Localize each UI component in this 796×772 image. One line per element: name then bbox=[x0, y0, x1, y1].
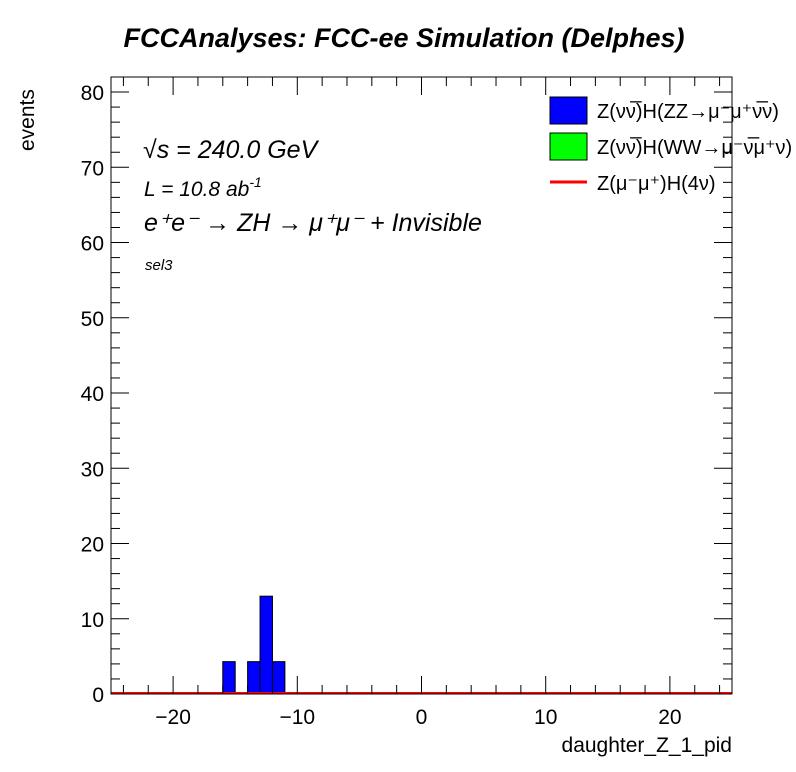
y-tick-label: 50 bbox=[81, 308, 104, 331]
x-tick-label: 10 bbox=[534, 706, 557, 729]
y-tick-label: 0 bbox=[92, 684, 104, 707]
y-tick-label: 60 bbox=[81, 233, 104, 256]
plot-frame bbox=[110, 76, 733, 695]
legend-label-zz: Z(νν̅)H(ZZ→μ⁻μ⁺ν̅ν) bbox=[597, 100, 779, 123]
y-tick-label: 70 bbox=[81, 157, 104, 180]
histogram-bar bbox=[247, 661, 261, 695]
luminosity-exponent: -1 bbox=[249, 174, 261, 190]
histogram-bar bbox=[259, 595, 273, 695]
legend-swatch-ww bbox=[549, 132, 588, 161]
x-tick-label: −10 bbox=[279, 706, 315, 729]
histogram-bar bbox=[271, 661, 286, 695]
luminosity-value: L = 10.8 ab bbox=[144, 178, 250, 201]
luminosity-annotation: L = 10.8 ab-1 bbox=[144, 174, 262, 201]
energy-annotation: √s = 240.0 GeV bbox=[143, 136, 320, 164]
x-axis-title: daughter_Z_1_pid bbox=[562, 734, 732, 757]
y-tick-label: 30 bbox=[81, 458, 104, 481]
x-tick-label: −20 bbox=[155, 706, 191, 729]
x-tick-label: 20 bbox=[658, 706, 681, 729]
legend-label-zh4nu: Z(μ⁻μ⁺)H(4ν) bbox=[597, 173, 716, 195]
process-annotation: e⁺e⁻ → ZH → μ⁺μ⁻ + Invisible bbox=[144, 209, 482, 237]
histogram-bar bbox=[222, 661, 236, 695]
x-tick-label: 0 bbox=[416, 706, 428, 729]
legend-label-ww: Z(νν̅)H(WW→μ⁻ν̅μ⁺ν) bbox=[597, 136, 792, 159]
y-tick-label: 10 bbox=[81, 609, 104, 632]
chart-title: FCCAnalyses: FCC-ee Simulation (Delphes) bbox=[123, 23, 684, 53]
y-tick-label: 80 bbox=[81, 82, 104, 105]
y-tick-label: 20 bbox=[81, 534, 104, 557]
selection-annotation: sel3 bbox=[145, 257, 173, 274]
y-axis-title: events bbox=[16, 89, 39, 151]
histogram-bars bbox=[222, 595, 286, 695]
x-axis: −20 −10 0 10 20 bbox=[122, 77, 721, 729]
legend-swatch-zz bbox=[549, 96, 588, 125]
y-tick-label: 40 bbox=[81, 383, 104, 406]
y-axis: 0 10 20 30 40 50 60 70 80 bbox=[81, 76, 732, 707]
legend: Z(νν̅)H(ZZ→μ⁻μ⁺ν̅ν) Z(νν̅)H(WW→μ⁻ν̅μ⁺ν) … bbox=[549, 96, 792, 195]
